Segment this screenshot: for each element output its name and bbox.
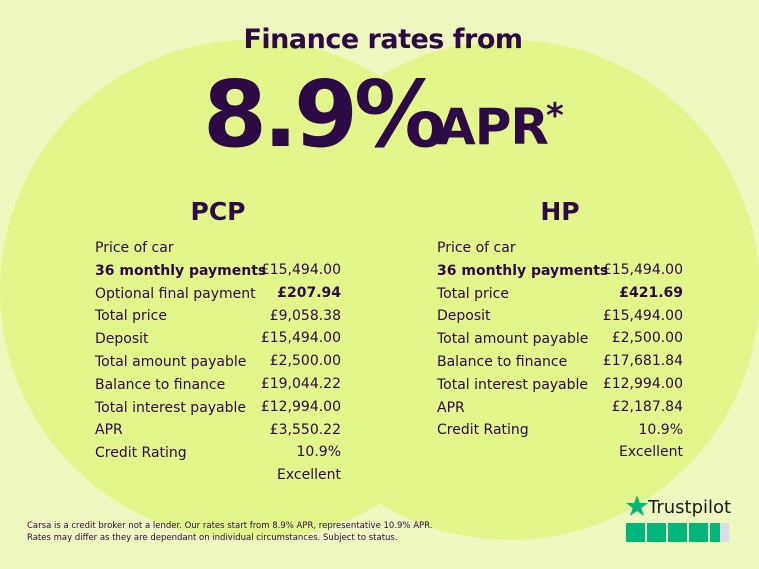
row-value: 10.9% xyxy=(296,444,341,461)
row-value: 10.9% xyxy=(638,421,683,438)
footnote: Rates may differ as they are dependant o… xyxy=(27,533,398,543)
row-value: £2,187.84 xyxy=(611,398,683,415)
row-label: Balance to finance xyxy=(95,376,226,393)
row-value: £3,550.22 xyxy=(269,421,341,438)
row-label: Total interest payable xyxy=(95,399,247,416)
title: Finance rates from xyxy=(243,24,523,55)
table-row: 36 monthly payments £421.69 xyxy=(437,260,683,301)
row-label: APR xyxy=(95,422,123,439)
rate: 8.9% xyxy=(203,61,446,168)
row-value: £15,494.00 xyxy=(602,307,683,324)
row-label: Optional final payment xyxy=(95,285,256,302)
table-row: Deposit £2,500.00 xyxy=(95,328,341,369)
rating-star xyxy=(647,523,666,542)
table-row: Balance to finance £12,994.00 xyxy=(437,351,683,392)
row-label: Total price xyxy=(95,308,167,325)
rating-star xyxy=(710,523,720,542)
row-value: £15,494.00 xyxy=(260,330,341,347)
table-row: APR 10.9% xyxy=(437,397,683,438)
row-value: £2,500.00 xyxy=(611,330,683,347)
footnote: Carsa is a credit broker not a lender. O… xyxy=(27,521,433,531)
row-value: £2,500.00 xyxy=(269,353,341,370)
table-row: Price of car £15,494.00 xyxy=(437,237,683,278)
rating-star xyxy=(720,523,729,542)
row-label: Credit Rating xyxy=(437,422,529,439)
row-value: £17,681.84 xyxy=(602,353,683,370)
table-row: Credit Rating Excellent xyxy=(437,419,683,460)
table-row: Credit Rating Excellent xyxy=(95,442,341,483)
background-circle xyxy=(260,40,759,540)
table-row: Total interest payable £2,187.84 xyxy=(437,374,683,415)
table-row: Optional final payment £9,058.38 xyxy=(95,283,341,324)
row-label: Total amount payable xyxy=(437,331,589,348)
row-label: 36 monthly payments xyxy=(95,262,267,279)
row-value: £9,058.38 xyxy=(269,307,341,324)
trustpilot-label: Trustpilot xyxy=(648,497,732,518)
row-value: £19,044.22 xyxy=(260,376,341,392)
row-value: £207.94 xyxy=(277,284,341,301)
row-label: Deposit xyxy=(437,308,491,325)
table-row: APR 10.9% xyxy=(95,419,341,460)
table-row: Total interest payable £3,550.22 xyxy=(95,397,341,438)
row-label: Total amount payable xyxy=(95,354,247,370)
table-row: Total price £15,494.00 xyxy=(437,283,683,324)
row-label: Total interest payable xyxy=(437,376,589,393)
trustpilot-star xyxy=(626,495,648,516)
row-value: Excellent xyxy=(619,444,683,461)
row-value: Excellent xyxy=(277,467,341,484)
row-label: Deposit xyxy=(95,331,149,348)
rating-star xyxy=(689,523,708,542)
table-title: HP xyxy=(540,197,580,226)
table-row: Total price £15,494.00 xyxy=(95,305,341,346)
table-row: Deposit £2,500.00 xyxy=(437,305,683,346)
row-value: £12,994.00 xyxy=(602,376,683,392)
rating-star xyxy=(626,523,645,542)
row-label: Price of car xyxy=(437,240,516,256)
rate-suffix: APR xyxy=(437,98,549,156)
table-title: PCP xyxy=(190,197,246,226)
table-row: Balance to finance £12,994.00 xyxy=(95,374,341,415)
asterisk: * xyxy=(546,96,564,136)
row-label: Price of car xyxy=(95,240,174,256)
table-row: Total amount payable £19,044.22 xyxy=(95,351,341,392)
row-value: £15,494.00 xyxy=(260,262,341,278)
row-label: Total price xyxy=(437,285,509,302)
row-value: £12,994.00 xyxy=(260,398,341,415)
row-value: £421.69 xyxy=(619,284,683,301)
row-label: Credit Rating xyxy=(95,445,187,462)
row-label: APR xyxy=(437,399,465,416)
row-label: Balance to finance xyxy=(437,354,568,370)
row-value: £15,494.00 xyxy=(602,262,683,278)
table-row: 36 monthly payments £207.94 xyxy=(95,260,341,301)
table-row: Price of car £15,494.00 xyxy=(95,237,341,278)
rating-star xyxy=(668,523,687,542)
row-label: 36 monthly payments xyxy=(437,262,609,279)
table-row: Total amount payable £17,681.84 xyxy=(437,328,683,369)
